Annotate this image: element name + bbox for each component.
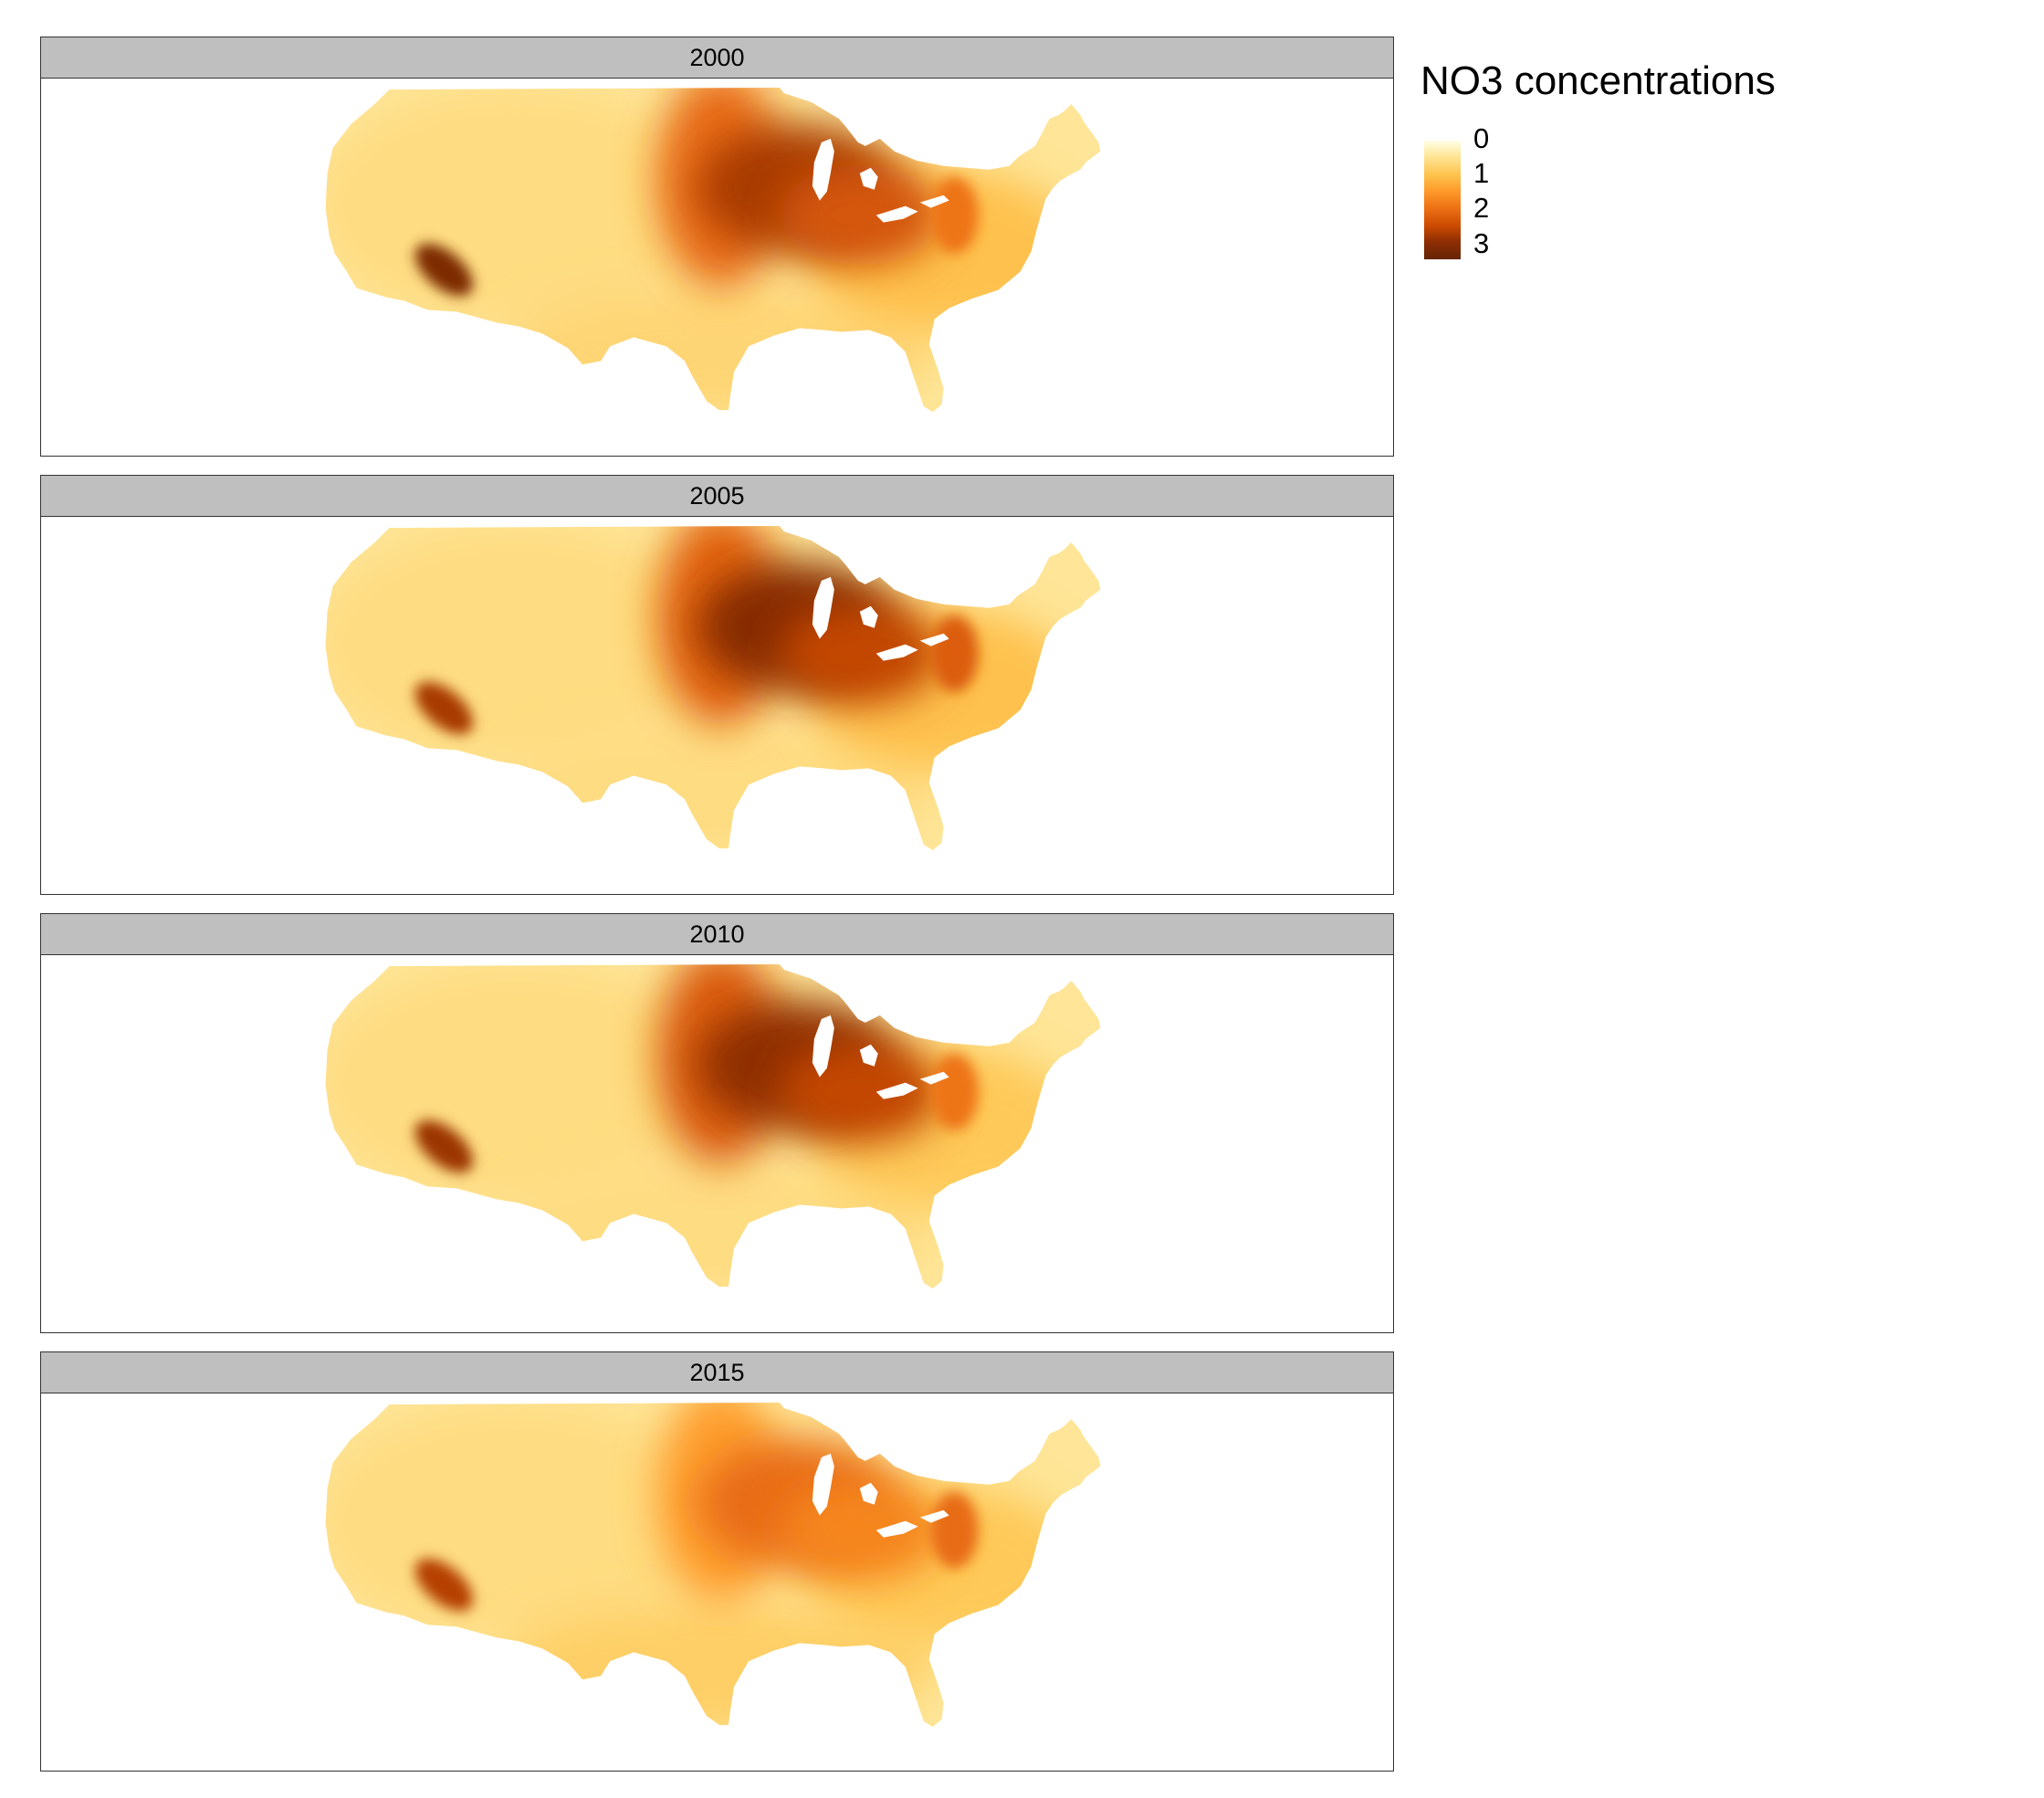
map-fill-layer [325, 963, 1101, 1289]
great-lake-2 [875, 1082, 918, 1099]
great-lake-3 [919, 633, 949, 647]
facet-panel-2000: 2000 [40, 37, 1394, 457]
facet-strip-label: 2005 [40, 475, 1394, 517]
concentration-region-northeast [930, 1053, 979, 1130]
legend-tick-label: 2 [1473, 192, 1490, 225]
map-fill-layer [325, 87, 1101, 413]
great-lake-1 [859, 1044, 878, 1067]
concentration-region-west [325, 963, 717, 1202]
concentration-region-northeast [930, 176, 979, 254]
great-lake-0 [812, 1453, 834, 1516]
legend-colorbar [1424, 141, 1461, 259]
legend-tick-label: 1 [1473, 157, 1490, 190]
map-frame [40, 79, 1394, 457]
great-lake-1 [859, 167, 878, 190]
concentration-region-west [325, 87, 717, 325]
concentration-region-west [325, 525, 717, 763]
map-frame [40, 1393, 1394, 1772]
great-lake-0 [812, 1015, 834, 1078]
facet-strip-label: 2000 [40, 37, 1394, 79]
facet-strip-label: 2015 [40, 1351, 1394, 1393]
map-fill-layer [325, 525, 1101, 851]
concentration-region-california [414, 1558, 474, 1612]
us-choropleth-map [325, 87, 1101, 413]
concentration-region-northeast [930, 1491, 979, 1569]
concentration-region-west [325, 1402, 717, 1640]
concentration-region-california [414, 243, 474, 297]
legend-tick-label: 0 [1473, 122, 1490, 154]
us-choropleth-map [325, 525, 1101, 851]
facet-panel-2010: 2010 [40, 913, 1394, 1333]
great-lake-3 [919, 1071, 949, 1085]
facet-panel-2015: 2015 [40, 1351, 1394, 1772]
great-lake-0 [812, 576, 834, 639]
great-lake-2 [875, 644, 918, 661]
concentration-region-ohio-valley [779, 603, 944, 704]
legend-title: NO3 concentrations [1420, 58, 1776, 103]
concentration-region-california [414, 1120, 474, 1173]
concentration-region-california [414, 681, 474, 735]
us-choropleth-map [325, 963, 1101, 1289]
concentration-region-northeast [930, 615, 979, 692]
legend-tick-label: 3 [1473, 226, 1490, 259]
great-lake-2 [875, 205, 918, 223]
great-lake-1 [859, 1482, 878, 1505]
concentration-region-ohio-valley [779, 1479, 944, 1581]
map-fill-layer [325, 1402, 1101, 1728]
great-lake-3 [919, 195, 949, 208]
great-lake-3 [919, 1509, 949, 1523]
concentration-region-ohio-valley [779, 1041, 944, 1142]
map-frame [40, 517, 1394, 895]
great-lake-1 [859, 605, 878, 628]
great-lake-0 [812, 138, 834, 201]
us-choropleth-map [325, 1402, 1101, 1728]
great-lake-2 [875, 1520, 918, 1538]
facet-strip-label: 2010 [40, 913, 1394, 955]
facet-panel-2005: 2005 [40, 475, 1394, 895]
concentration-region-ohio-valley [779, 164, 944, 266]
map-frame [40, 955, 1394, 1333]
